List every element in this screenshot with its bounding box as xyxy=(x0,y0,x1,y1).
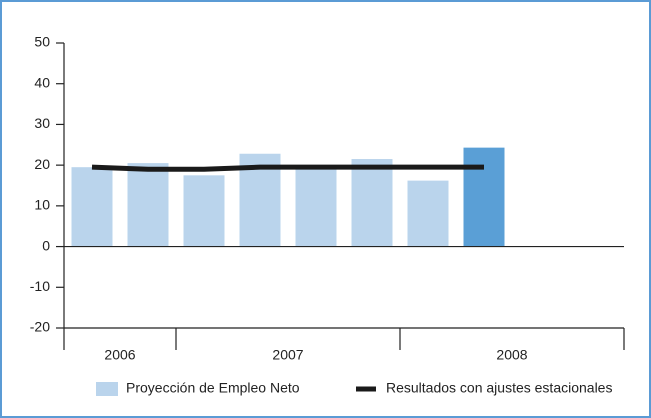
legend-label: Resultados con ajustes estacionales xyxy=(386,380,612,396)
x-group-label: 2008 xyxy=(496,347,527,363)
y-tick-label: 50 xyxy=(34,34,50,50)
x-group-label: 2006 xyxy=(104,347,135,363)
bar xyxy=(351,159,393,247)
bar xyxy=(407,180,449,247)
y-tick-label: 10 xyxy=(34,197,50,213)
bar xyxy=(71,167,113,247)
bar xyxy=(127,163,169,247)
y-tick-label: 0 xyxy=(42,237,50,253)
bar xyxy=(463,147,505,247)
bar xyxy=(295,167,337,247)
legend-label: Proyección de Empleo Neto xyxy=(126,380,300,396)
bar xyxy=(183,175,225,247)
legend-swatch xyxy=(96,382,118,396)
x-group-label: 2007 xyxy=(272,347,303,363)
y-tick-label: 40 xyxy=(34,74,50,90)
y-tick-label: -10 xyxy=(30,278,50,294)
line-series xyxy=(91,164,484,172)
y-tick-label: 20 xyxy=(34,156,50,172)
y-tick-label: -20 xyxy=(30,319,50,335)
y-tick-label: 30 xyxy=(34,115,50,131)
